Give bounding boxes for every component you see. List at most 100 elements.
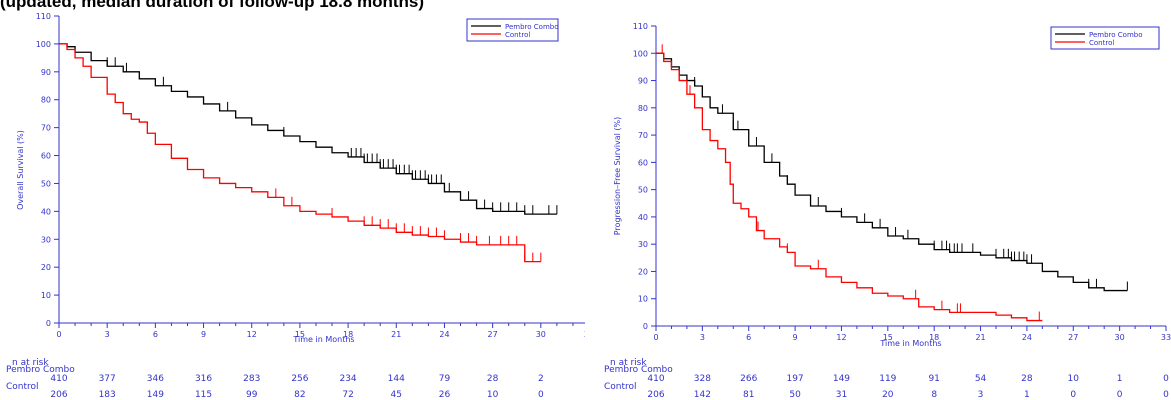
at-risk-count: 1 xyxy=(1024,390,1030,400)
y-tick-label: 10 xyxy=(638,295,648,304)
x-axis-title: Time in Months xyxy=(292,335,354,344)
y-tick-label: 60 xyxy=(638,158,648,167)
at-risk-count: 20 xyxy=(882,390,894,400)
x-tick-label: 6 xyxy=(746,333,751,342)
at-risk-row-label: Pembro Combo xyxy=(6,365,75,375)
at-risk-count: 377 xyxy=(99,374,116,384)
figure-heading: (updated, median duration of follow-up 1… xyxy=(0,0,425,11)
at-risk-title: n at risk xyxy=(12,358,49,368)
at-risk-count: 82 xyxy=(294,390,305,400)
x-tick-label: 27 xyxy=(1068,333,1078,342)
at-risk-count: 142 xyxy=(694,390,711,400)
x-tick-label: 27 xyxy=(488,330,498,339)
legend-label-pembro-combo: Pembro Combo xyxy=(1089,31,1143,39)
x-tick-label: 18 xyxy=(929,333,939,342)
y-tick-label: 50 xyxy=(638,186,648,195)
y-tick-label: 110 xyxy=(36,12,51,21)
x-tick-label: 30 xyxy=(1115,333,1125,342)
km-curve-control xyxy=(59,43,541,263)
y-axis-title: Progression–Free Survival (%) xyxy=(613,117,622,236)
y-tick-label: 20 xyxy=(41,263,51,272)
legend-box xyxy=(466,18,559,42)
x-tick-label: 9 xyxy=(201,330,206,339)
y-tick-label: 20 xyxy=(638,267,648,276)
at-risk-count: 0 xyxy=(1163,390,1169,400)
at-risk-title: n at risk xyxy=(610,358,647,368)
at-risk-row-label: Control xyxy=(604,382,637,392)
x-tick-label: 33 xyxy=(584,330,585,339)
y-tick-label: 40 xyxy=(638,213,648,222)
at-risk-count: 91 xyxy=(928,374,939,384)
x-tick-label: 24 xyxy=(439,330,449,339)
at-risk-count: 8 xyxy=(931,390,937,400)
x-tick-label: 3 xyxy=(700,333,705,342)
at-risk-count: 0 xyxy=(538,390,544,400)
at-risk-count: 0 xyxy=(1117,390,1123,400)
at-risk-count: 10 xyxy=(487,390,499,400)
at-risk-count: 119 xyxy=(879,374,896,384)
x-tick-label: 12 xyxy=(836,333,846,342)
at-risk-count: 183 xyxy=(99,390,116,400)
at-risk-count: 256 xyxy=(291,374,308,384)
x-tick-label: 0 xyxy=(653,333,658,342)
y-tick-label: 50 xyxy=(41,179,51,188)
y-tick-label: 100 xyxy=(633,49,648,58)
y-tick-label: 70 xyxy=(41,124,51,133)
at-risk-count: 328 xyxy=(694,374,711,384)
x-tick-label: 30 xyxy=(536,330,546,339)
at-risk-count: 79 xyxy=(439,374,451,384)
y-axis-title: Overall Survival (%) xyxy=(16,130,25,210)
x-axis-title: Time in Months xyxy=(879,339,941,348)
at-risk-count: 266 xyxy=(740,374,757,384)
y-tick-label: 30 xyxy=(638,240,648,249)
at-risk-count: 144 xyxy=(388,374,405,384)
x-tick-label: 18 xyxy=(343,330,353,339)
legend-label-control: Control xyxy=(1089,39,1114,47)
km-curve-pembro-combo xyxy=(656,52,1128,292)
at-risk-count: 45 xyxy=(391,390,402,400)
y-tick-label: 80 xyxy=(41,96,51,105)
at-risk-count: 50 xyxy=(789,390,801,400)
at-risk-row-label: Pembro Combo xyxy=(604,365,673,375)
x-tick-label: 0 xyxy=(56,330,61,339)
x-tick-label: 9 xyxy=(793,333,798,342)
y-tick-label: 0 xyxy=(643,322,648,331)
x-tick-label: 6 xyxy=(153,330,158,339)
at-risk-count: 99 xyxy=(246,390,258,400)
at-risk-count: 149 xyxy=(147,390,164,400)
at-risk-count: 115 xyxy=(195,390,212,400)
km-curve-control xyxy=(656,52,1043,322)
y-tick-label: 70 xyxy=(638,131,648,140)
at-risk-count: 1 xyxy=(1117,374,1123,384)
at-risk-count: 26 xyxy=(439,390,451,400)
y-tick-label: 110 xyxy=(633,22,648,31)
y-tick-label: 0 xyxy=(46,319,51,328)
at-risk-count: 410 xyxy=(50,374,67,384)
x-tick-label: 21 xyxy=(975,333,985,342)
at-risk-count: 197 xyxy=(786,374,803,384)
at-risk-count: 28 xyxy=(1021,374,1033,384)
at-risk-count: 316 xyxy=(195,374,212,384)
legend-label-control: Control xyxy=(505,31,530,39)
y-tick-label: 30 xyxy=(41,235,51,244)
y-tick-label: 90 xyxy=(638,77,648,86)
at-risk-count: 81 xyxy=(743,390,754,400)
y-tick-label: 40 xyxy=(41,207,51,216)
y-tick-label: 80 xyxy=(638,104,648,113)
x-tick-label: 12 xyxy=(247,330,257,339)
at-risk-count: 28 xyxy=(487,374,499,384)
at-risk-count: 206 xyxy=(50,390,67,400)
at-risk-row-label: Control xyxy=(6,382,39,392)
legend-label-pembro-combo: Pembro Combo xyxy=(505,23,559,31)
at-risk-count: 346 xyxy=(147,374,164,384)
at-risk-count: 31 xyxy=(836,390,847,400)
at-risk-count: 2 xyxy=(538,374,544,384)
at-risk-count: 0 xyxy=(1070,390,1076,400)
y-tick-label: 60 xyxy=(41,152,51,161)
at-risk-count: 234 xyxy=(339,374,356,384)
legend-box xyxy=(1050,26,1160,50)
at-risk-count: 206 xyxy=(647,390,664,400)
x-tick-label: 33 xyxy=(1161,333,1171,342)
